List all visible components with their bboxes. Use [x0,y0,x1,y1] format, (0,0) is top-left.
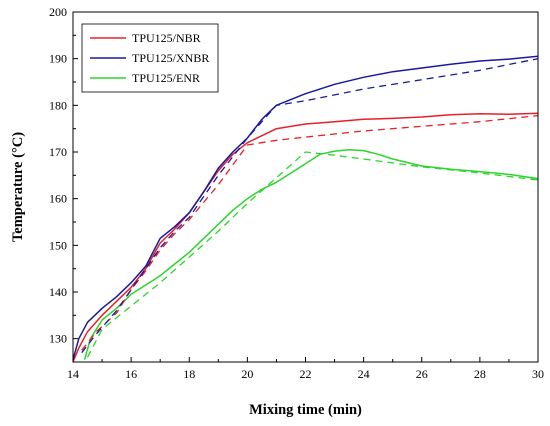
y-tick-label: 180 [49,98,67,112]
y-tick-label: 130 [49,332,67,346]
fit-line-3 [81,114,539,351]
x-axis: 14 16 18 20 22 24 26 28 30 [67,357,544,381]
series-line-2 [83,148,539,360]
x-tick-label: 20 [241,367,253,381]
x-axis-title: Mixing time (min) [249,402,362,418]
legend-label: TPU125/ENR [132,71,200,85]
plot-lines [72,55,539,363]
y-tick-label: 200 [49,5,67,19]
x-tick-label: 30 [532,367,544,381]
x-tick-label: 24 [358,367,370,381]
legend-box [81,23,219,93]
y-axis-title: Temperature (°C) [10,132,26,242]
y-tick-label: 190 [49,52,67,66]
x-tick-label: 18 [183,367,195,381]
legend-label: TPU125/XNBR [132,51,209,65]
legend: TPU125/NBR TPU125/XNBR TPU125/ENR [81,23,219,93]
series-line-0 [72,112,539,363]
series-line-1 [72,55,539,360]
fit-line-5 [86,151,539,358]
legend-label: TPU125/NBR [132,31,201,45]
y-tick-label: 170 [49,145,67,159]
y-axis: 130 140 150 160 170 180 190 200 [49,5,78,363]
x-tick-label: 22 [300,367,312,381]
x-tick-label: 16 [125,367,137,381]
y-tick-label: 140 [49,285,67,299]
fit-line-4 [81,58,539,354]
x-tick-label: 26 [416,367,428,381]
x-tick-label: 14 [67,367,79,381]
y-tick-label: 150 [49,238,67,252]
y-tick-label: 160 [49,192,67,206]
x-tick-label: 28 [474,367,486,381]
